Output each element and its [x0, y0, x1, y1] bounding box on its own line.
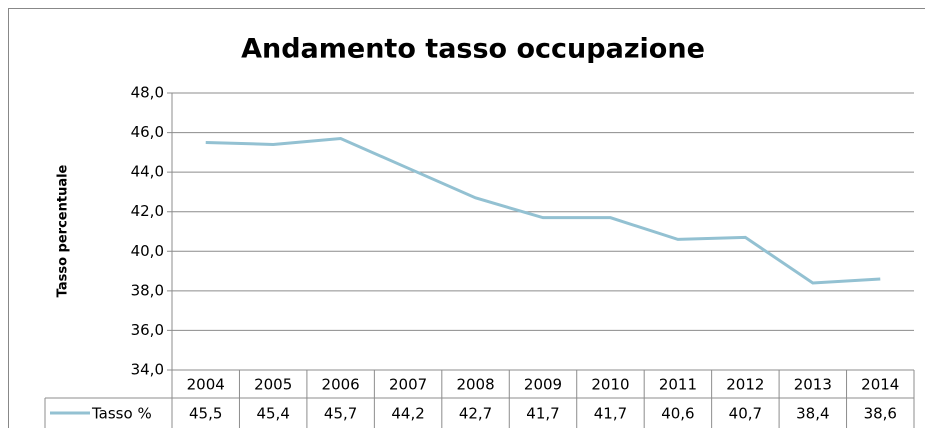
y-tick-label: 44,0	[131, 163, 164, 181]
data-label: 38,4	[796, 405, 829, 423]
legend-label: Tasso %	[91, 405, 152, 423]
x-tick-label: 2006	[322, 376, 360, 394]
x-tick-label: 2010	[591, 376, 629, 394]
y-tick-label: 36,0	[131, 321, 164, 339]
y-tick-label: 40,0	[131, 242, 164, 260]
data-label: 40,6	[661, 405, 694, 423]
x-tick-label: 2014	[861, 376, 899, 394]
x-tick-label: 2013	[794, 376, 832, 394]
data-label: 38,6	[864, 405, 897, 423]
data-label: 42,7	[459, 405, 492, 423]
y-tick-label: 38,0	[131, 281, 164, 299]
data-label: 45,4	[256, 405, 289, 423]
x-tick-label: 2008	[456, 376, 494, 394]
chart-frame	[8, 8, 925, 428]
y-axis-label: Tasso percentuale	[56, 164, 71, 297]
x-tick-label: 2011	[659, 376, 697, 394]
data-label: 45,5	[189, 405, 222, 423]
data-label: 40,7	[729, 405, 762, 423]
x-tick-label: 2009	[524, 376, 562, 394]
y-tick-label: 42,0	[131, 202, 164, 220]
y-tick-label: 34,0	[131, 361, 164, 379]
y-tick-label: 46,0	[131, 123, 164, 141]
x-tick-label: 2004	[187, 376, 225, 394]
data-label: 41,7	[594, 405, 627, 423]
line	[205, 136, 881, 285]
chart-title: Andamento tasso occupazione	[241, 34, 705, 65]
x-tick-label: 2012	[726, 376, 764, 394]
data-label: 41,7	[526, 405, 559, 423]
data-label: 45,7	[324, 405, 357, 423]
x-tick-label: 2007	[389, 376, 427, 394]
y-tick-label: 48,0	[131, 84, 164, 102]
x-tick-label: 2005	[254, 376, 292, 394]
data-label: 44,2	[391, 405, 424, 423]
